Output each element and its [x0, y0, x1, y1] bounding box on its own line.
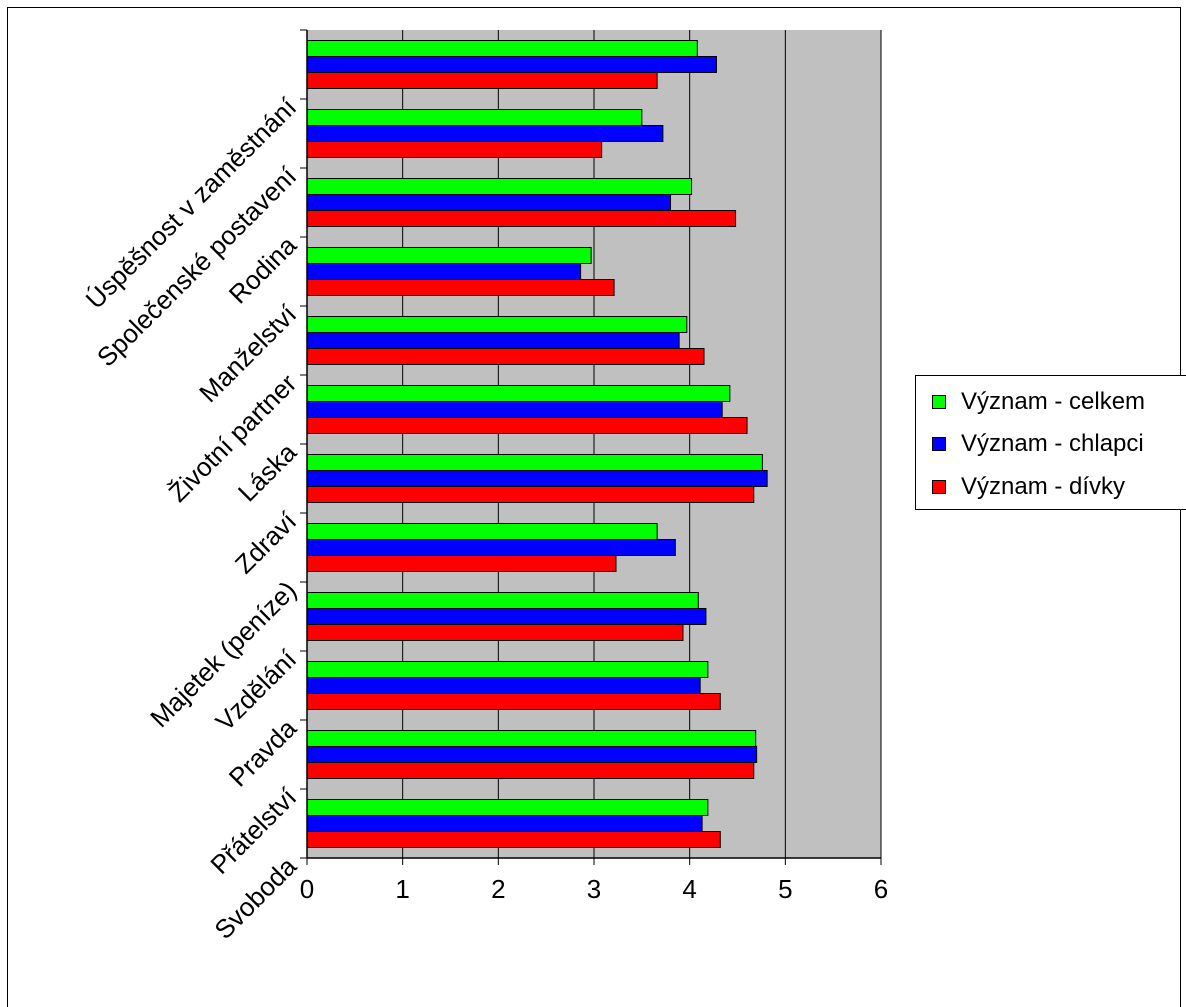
bar: [306, 40, 698, 57]
bar: [306, 348, 705, 365]
bar: [306, 555, 617, 572]
legend-swatch-divky: [932, 480, 946, 494]
x-tick-label: 2: [491, 874, 505, 904]
bar: [306, 523, 658, 540]
x-tick-label: 5: [778, 874, 792, 904]
x-tick-label: 1: [395, 874, 409, 904]
bar: [306, 539, 676, 556]
bar: [306, 799, 709, 816]
x-tick-label: 4: [682, 874, 696, 904]
bar: [306, 730, 757, 747]
bar: [306, 693, 721, 710]
bar: [306, 624, 684, 641]
bar: [306, 332, 680, 349]
bar: [306, 454, 763, 471]
bar: [306, 592, 699, 609]
bar: [306, 316, 688, 333]
x-tick-label: 3: [587, 874, 601, 904]
bar: [306, 141, 603, 158]
legend-swatch-chlapci: [932, 437, 946, 451]
bar: [306, 56, 717, 73]
bar: [306, 677, 701, 694]
legend-label-celkem: Význam - celkem: [961, 388, 1146, 415]
bar: [306, 486, 755, 503]
bar: [306, 385, 731, 402]
bar: [306, 279, 615, 296]
legend-label-chlapci: Význam - chlapci: [961, 430, 1144, 457]
bar: [306, 109, 643, 126]
bar: [306, 194, 672, 211]
category-label: Zdraví: [229, 505, 303, 579]
bar: [306, 401, 723, 418]
legend-item-celkem: Význam - celkem: [932, 387, 1145, 417]
bar: [306, 247, 592, 264]
legend-swatch-celkem: [932, 395, 946, 409]
x-tick-label: 0: [300, 874, 314, 904]
bar: [306, 831, 721, 848]
legend-item-divky: Význam - dívky: [932, 472, 1125, 502]
bar: [306, 470, 768, 487]
bar: [306, 762, 755, 779]
legend-label-divky: Význam - dívky: [961, 473, 1126, 500]
bar: [306, 125, 664, 142]
bar: [306, 746, 758, 763]
bar: [306, 815, 703, 832]
bar: [306, 178, 693, 195]
bar: [306, 72, 658, 89]
legend-item-chlapci: Význam - chlapci: [932, 429, 1144, 459]
bar: [306, 263, 582, 280]
x-tick-label: 6: [874, 874, 888, 904]
bar: [306, 210, 737, 227]
bar: [306, 661, 709, 678]
bar: [306, 417, 748, 434]
legend: Význam - celkem Význam - chlapci Význam …: [915, 375, 1186, 510]
bar: [306, 608, 707, 625]
